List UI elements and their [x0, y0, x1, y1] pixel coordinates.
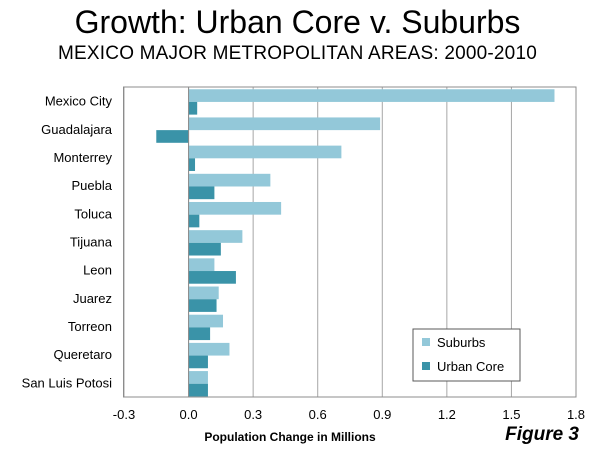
x-tick-label: 0.9 — [373, 407, 391, 422]
bar-urban-core — [188, 214, 200, 228]
bar-urban-core — [156, 130, 189, 143]
category-label: Torreon — [68, 319, 112, 334]
figure-label: Figure 3 — [505, 424, 579, 445]
bar-urban-core — [188, 271, 236, 284]
bar-suburbs — [188, 117, 381, 131]
legend-box — [412, 328, 521, 382]
category-label: Leon — [83, 263, 112, 278]
legend-label: Suburbs — [437, 335, 486, 350]
x-tick-label: 1.2 — [438, 407, 456, 422]
chart-subtitle: MEXICO MAJOR METROPOLITAN AREAS: 2000-20… — [58, 43, 537, 64]
bar-urban-core — [188, 327, 211, 341]
plot-frame — [123, 86, 577, 398]
category-label: Puebla — [72, 178, 113, 193]
bar-urban-core — [188, 242, 221, 256]
category-label: Guadalajara — [41, 122, 113, 137]
bar-suburbs — [188, 286, 219, 300]
x-tick-label: 0.3 — [244, 407, 262, 422]
bar-suburbs — [188, 342, 230, 356]
bar-urban-core — [188, 299, 217, 312]
x-tick-label: 1.8 — [567, 407, 585, 422]
labels: -0.3 0.0 0.3 0.6 0.9 1.2 1.5 1.8 Mexico City Guad… — [22, 94, 585, 422]
x-tick-label: -0.3 — [113, 407, 135, 422]
category-label: Mexico City — [45, 94, 113, 109]
chart-title: Growth: Urban Core v. Suburbs — [74, 4, 521, 40]
axes — [123, 86, 577, 398]
bar-suburbs — [188, 89, 555, 102]
legend-label: Urban Core — [437, 359, 504, 374]
bar-suburbs — [188, 314, 224, 328]
bar-suburbs — [188, 258, 215, 272]
category-label: Queretaro — [53, 347, 112, 362]
bar-suburbs — [188, 201, 282, 215]
bars — [156, 89, 555, 397]
x-tick-label: 0.6 — [309, 407, 327, 422]
bar-suburbs — [188, 145, 342, 159]
x-tick-label: 0.0 — [180, 407, 198, 422]
legend-swatch — [422, 362, 430, 370]
category-label: Monterrey — [53, 150, 112, 165]
legend: Suburbs Urban Core — [412, 328, 521, 382]
category-label: Juarez — [73, 291, 112, 306]
bar-suburbs — [188, 230, 243, 243]
category-label: Tijuana — [70, 235, 113, 250]
x-axis-title: Population Change in Millions — [204, 430, 376, 444]
bar-urban-core — [188, 383, 208, 397]
category-label: Toluca — [74, 206, 112, 221]
x-tick-label: 1.5 — [502, 407, 520, 422]
category-label: San Luis Potosi — [22, 375, 112, 390]
bar-urban-core — [188, 186, 215, 200]
bar-urban-core — [188, 355, 208, 369]
bar-suburbs — [188, 371, 208, 384]
bar-suburbs — [188, 173, 271, 187]
legend-swatch — [422, 338, 430, 346]
bar-urban-core — [188, 101, 198, 115]
bar-urban-core — [188, 158, 196, 171]
